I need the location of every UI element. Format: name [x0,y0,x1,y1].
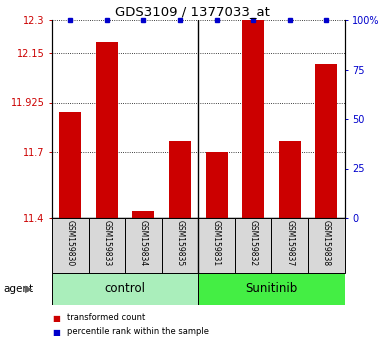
Text: GSM159832: GSM159832 [249,219,258,266]
Text: ■: ■ [52,314,60,322]
Text: control: control [105,282,146,296]
Bar [198,218,235,273]
Bar [315,64,337,218]
Bar [308,218,345,273]
Bar [89,218,125,273]
Text: ■: ■ [52,327,60,337]
Text: percentile rank within the sample: percentile rank within the sample [67,327,209,337]
Text: GSM159831: GSM159831 [212,219,221,266]
Bar [96,42,118,218]
Text: agent: agent [4,284,34,294]
Bar [52,273,198,305]
Text: Sunitinib: Sunitinib [245,282,298,296]
Bar [169,141,191,218]
Bar [132,211,154,218]
Bar [52,218,89,273]
Bar [198,273,345,305]
Text: GSM159837: GSM159837 [285,219,294,266]
Bar [125,218,162,273]
Text: transformed count: transformed count [67,314,146,322]
Bar [242,20,264,218]
Bar [279,141,301,218]
Text: GSM159834: GSM159834 [139,219,148,266]
Text: GSM159835: GSM159835 [176,219,184,266]
Text: GSM159838: GSM159838 [322,219,331,266]
Text: GDS3109 / 1377033_at: GDS3109 / 1377033_at [115,5,270,18]
Bar [162,218,198,273]
Bar [271,218,308,273]
Text: ▶: ▶ [25,284,32,294]
Text: GSM159833: GSM159833 [102,219,111,266]
Text: GSM159830: GSM159830 [66,219,75,266]
Bar [235,218,271,273]
Bar [206,152,228,218]
Bar [59,113,81,218]
